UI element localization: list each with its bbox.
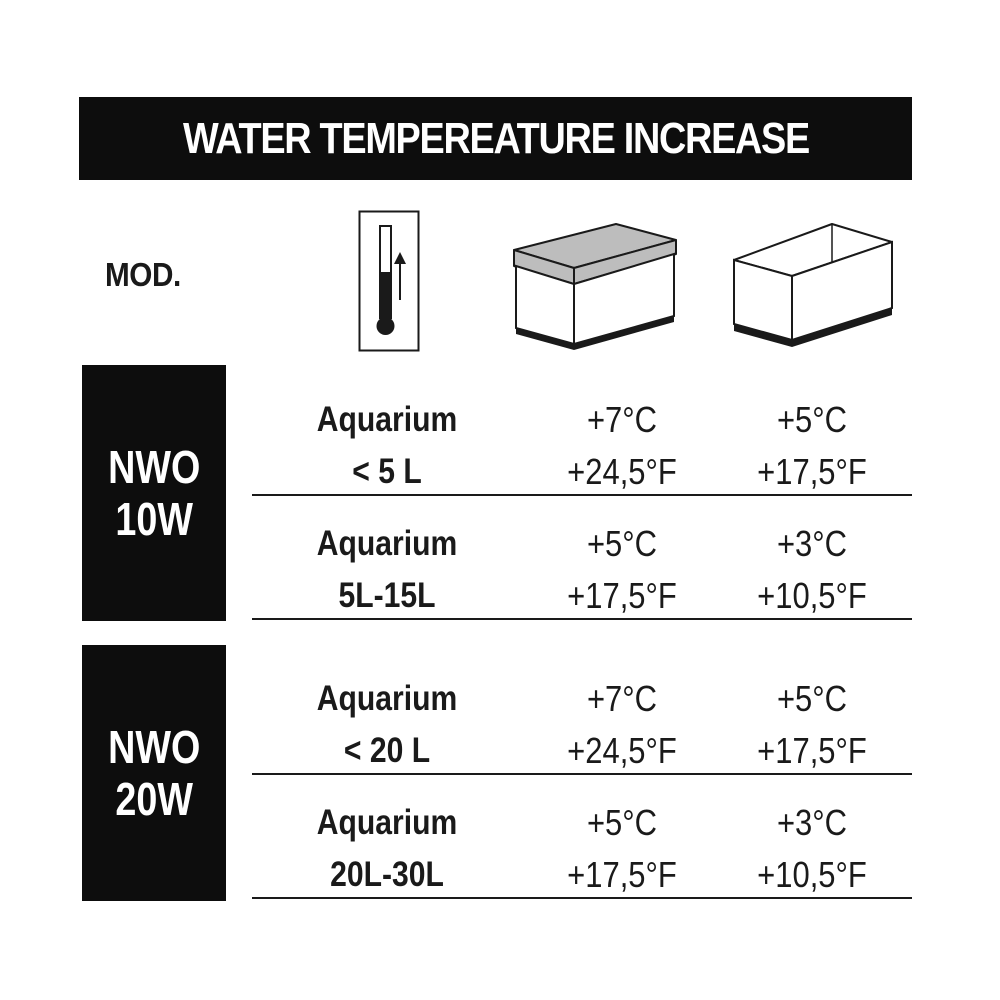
row-divider [252,494,912,496]
row-divider [252,773,912,775]
model-label-nwo-10w: NWO 10W [82,365,226,621]
covered-aquarium-icon [513,223,677,350]
table-row: Aquarium < 5 L +7°C +24,5°F +5°C +17,5°F [252,372,912,496]
aquarium-size-cell: Aquarium 20L-30L [316,803,458,894]
table-row: Aquarium < 20 L +7°C +24,5°F +5°C +17,5°… [252,651,912,775]
page-title: WATER TEMPEREATURE INCREASE [79,97,912,180]
table-row: Aquarium 20L-30L +5°C +17,5°F +3°C +10,5… [252,775,912,899]
thermometer-rising-icon [358,210,420,352]
open-increase-cell: +3°C +10,5°F [757,802,867,895]
open-increase-cell: +5°C +17,5°F [757,678,867,771]
aquarium-size-cell: Aquarium < 20 L [316,679,458,770]
aquarium-size-cell: Aquarium < 5 L [316,400,458,491]
covered-increase-cell: +7°C +24,5°F [567,678,677,771]
table-row: Aquarium 5L-15L +5°C +17,5°F +3°C +10,5°… [252,496,912,620]
mod-label: MOD. [105,256,181,293]
open-increase-cell: +3°C +10,5°F [757,523,867,616]
row-divider [252,618,912,620]
row-divider [252,897,912,899]
model-label-nwo-20w: NWO 20W [82,645,226,901]
covered-increase-cell: +7°C +24,5°F [567,399,677,492]
open-aquarium-icon [733,223,893,347]
aquarium-size-cell: Aquarium 5L-15L [316,524,458,615]
open-increase-cell: +5°C +17,5°F [757,399,867,492]
covered-increase-cell: +5°C +17,5°F [567,802,677,895]
page-title-text: WATER TEMPEREATURE INCREASE [182,113,809,163]
covered-increase-cell: +5°C +17,5°F [567,523,677,616]
